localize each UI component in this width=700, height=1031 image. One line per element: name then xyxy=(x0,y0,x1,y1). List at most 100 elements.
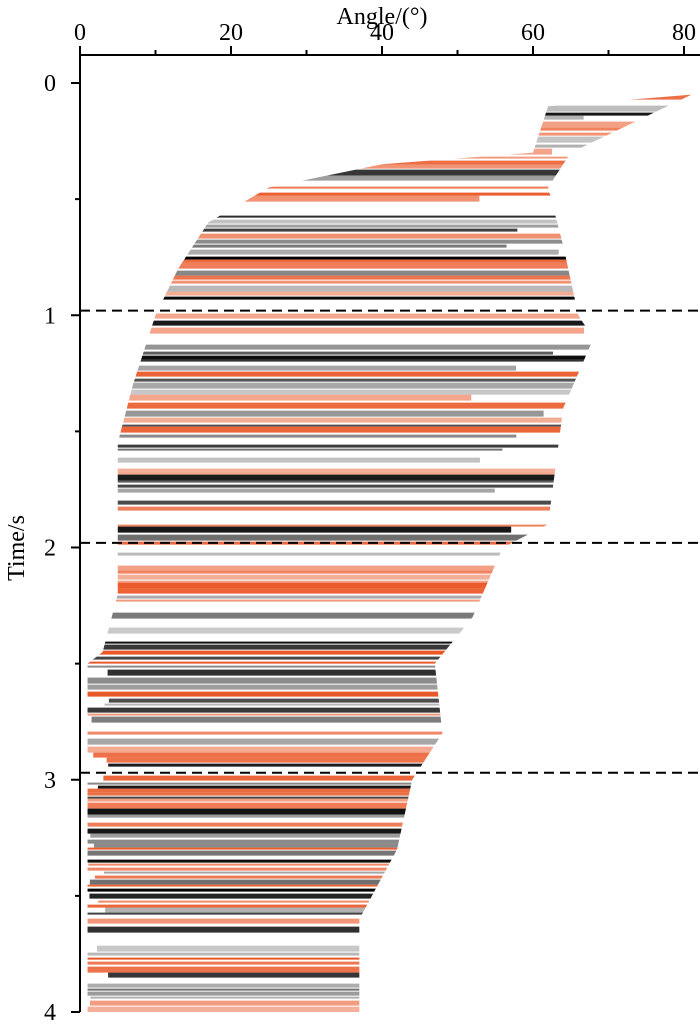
stripe xyxy=(89,1000,512,1006)
stripe xyxy=(103,871,605,874)
stripe xyxy=(87,169,692,176)
stripe xyxy=(93,434,517,438)
stripe xyxy=(87,926,692,933)
stripe xyxy=(100,160,692,165)
stripe xyxy=(103,239,642,244)
stripe xyxy=(87,105,692,112)
stripe xyxy=(103,582,671,589)
x-tick-label: 40 xyxy=(370,20,394,46)
stripe xyxy=(87,344,692,350)
stripe xyxy=(91,716,692,723)
stripe xyxy=(87,650,570,655)
stripe xyxy=(87,814,688,818)
stripe xyxy=(87,782,676,785)
stripe xyxy=(87,371,692,377)
stripe xyxy=(87,448,503,451)
stripe xyxy=(87,488,495,493)
stripe xyxy=(87,918,492,924)
stripe xyxy=(87,500,609,505)
stripe xyxy=(87,713,623,716)
stripe xyxy=(87,285,692,292)
stripe xyxy=(96,359,692,362)
stripe xyxy=(90,378,692,382)
stripe xyxy=(103,256,646,260)
stripe xyxy=(97,785,609,789)
stripe xyxy=(87,912,508,915)
y-tick-label: 3 xyxy=(44,768,56,794)
stripe xyxy=(87,313,692,319)
stripe xyxy=(87,588,599,594)
stripe xyxy=(92,524,610,527)
stripe xyxy=(87,148,553,155)
stripe xyxy=(87,991,679,996)
stripe xyxy=(87,94,692,100)
stripe xyxy=(87,136,692,143)
y-tick-label: 2 xyxy=(44,536,56,562)
stripe xyxy=(87,156,634,159)
stripe xyxy=(96,945,692,952)
stripe xyxy=(99,506,692,511)
stripe xyxy=(87,195,480,202)
stripe xyxy=(87,394,472,401)
stripe xyxy=(87,961,692,965)
stripe xyxy=(89,612,692,619)
stripe xyxy=(87,228,518,232)
stripe xyxy=(109,424,671,427)
stripe xyxy=(88,863,692,866)
stripe xyxy=(87,574,692,580)
x-axis-title: Angle/(°) xyxy=(337,4,428,30)
stripe xyxy=(87,280,692,284)
stripe xyxy=(87,270,692,276)
stripe xyxy=(87,570,605,574)
stripe xyxy=(87,127,692,131)
stripe xyxy=(102,132,692,136)
stripe xyxy=(87,115,584,120)
stripe xyxy=(87,839,531,844)
stripe xyxy=(87,665,671,668)
y-tick-label: 0 xyxy=(44,71,56,97)
stripe xyxy=(87,389,572,395)
stripe xyxy=(87,595,692,599)
stripe xyxy=(87,1006,692,1013)
stripe xyxy=(103,296,622,300)
stripe xyxy=(89,893,670,899)
stripe xyxy=(98,192,623,196)
stripe xyxy=(87,121,692,128)
stripe xyxy=(87,580,499,583)
stripe xyxy=(87,850,692,856)
stripe xyxy=(87,966,619,973)
stripe xyxy=(103,327,584,334)
stripe xyxy=(87,382,692,389)
stripe xyxy=(87,565,692,571)
stripe xyxy=(105,480,692,483)
x-tick-label: 0 xyxy=(74,20,86,46)
stripe xyxy=(87,355,692,360)
x-tick-label: 20 xyxy=(219,20,243,46)
stripe xyxy=(87,808,491,815)
stripe xyxy=(108,698,692,703)
stripe xyxy=(90,833,692,838)
y-tick-label: 4 xyxy=(44,1000,56,1026)
stripe xyxy=(87,983,634,988)
stripe xyxy=(87,888,692,892)
stripe xyxy=(87,468,692,472)
stripe xyxy=(97,112,692,116)
stripe xyxy=(90,996,668,999)
stripe xyxy=(87,599,692,602)
stripe xyxy=(87,457,480,463)
stripe xyxy=(87,244,507,248)
x-tick-label: 80 xyxy=(672,20,696,46)
stripe xyxy=(87,215,692,218)
stripe xyxy=(87,746,499,753)
stripe xyxy=(98,900,692,903)
stripe xyxy=(99,233,692,239)
stripe xyxy=(101,627,692,634)
stripe xyxy=(90,186,692,189)
stripe xyxy=(87,644,692,650)
stripe xyxy=(87,957,692,960)
stripe xyxy=(87,707,692,713)
stripe xyxy=(93,843,495,848)
stripe xyxy=(87,904,476,908)
stripe xyxy=(105,219,692,224)
